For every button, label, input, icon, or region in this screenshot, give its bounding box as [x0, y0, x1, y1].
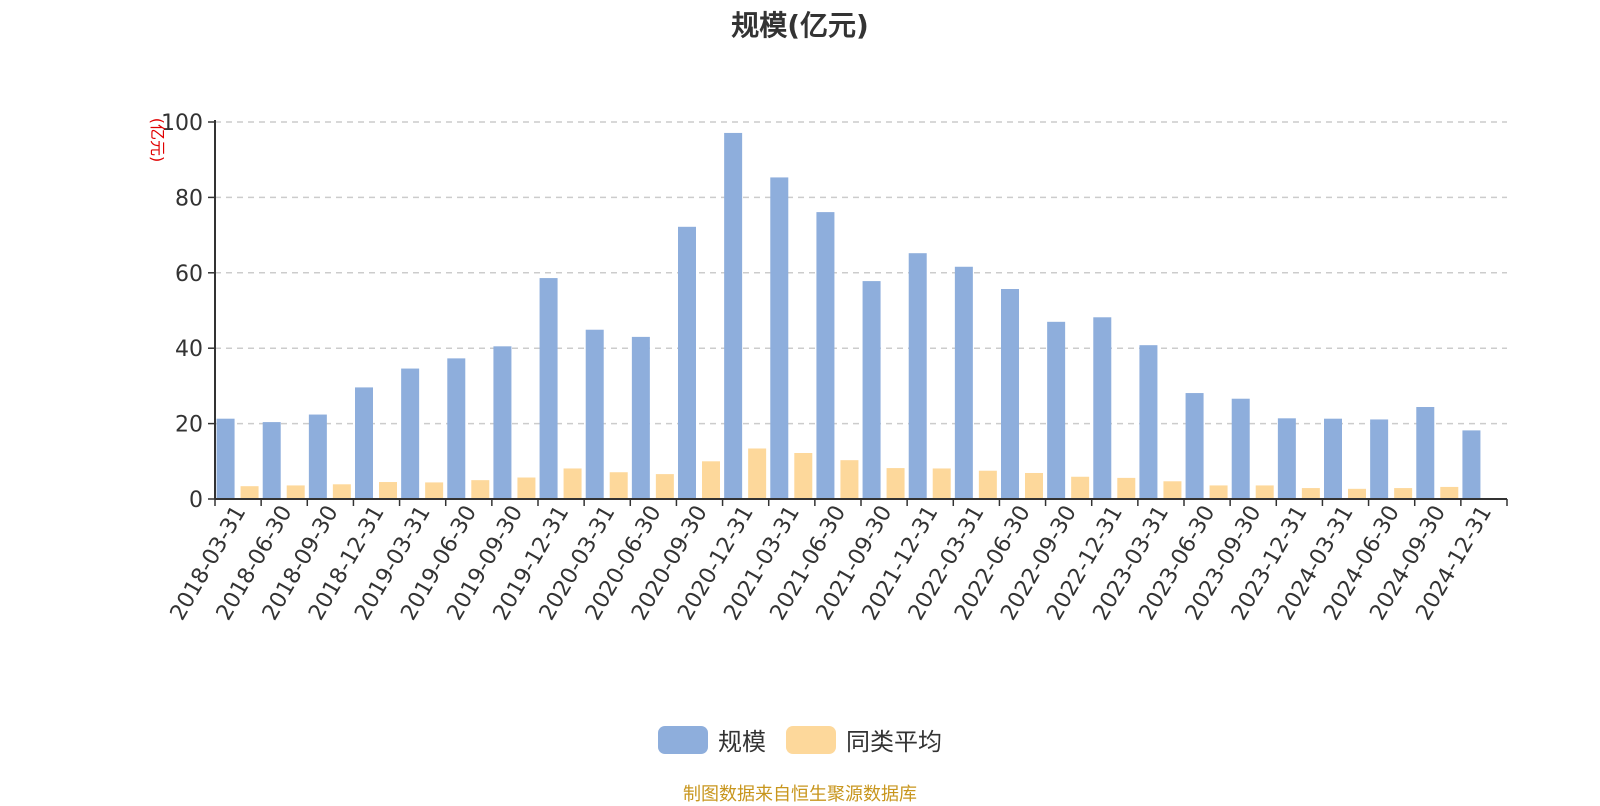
- bar-peer-average: [932, 468, 951, 499]
- bar-scale: [1462, 430, 1481, 499]
- bar-peer-average: [1348, 488, 1366, 499]
- bar-scale: [262, 422, 281, 499]
- bar-peer-average: [886, 468, 905, 499]
- bar-scale: [631, 336, 650, 499]
- bar-peer-average: [1440, 486, 1459, 499]
- bar-peer-average: [379, 482, 397, 499]
- bar-scale: [1231, 398, 1250, 499]
- legend-label: 规模: [718, 728, 766, 756]
- bar-peer-average: [702, 461, 720, 499]
- bar-scale: [1370, 419, 1389, 499]
- chart-title: 规模(亿元): [731, 9, 869, 42]
- bar-peer-average: [240, 486, 259, 499]
- y-tick-label: 80: [175, 186, 203, 211]
- bar-scale: [816, 212, 835, 499]
- bar-scale: [1324, 418, 1342, 499]
- y-tick-label: 60: [175, 262, 203, 287]
- bar-peer-average: [748, 448, 767, 499]
- bar-scale: [585, 329, 604, 499]
- bar-scale: [1277, 418, 1296, 499]
- bar-peer-average: [1301, 488, 1320, 499]
- bar-peer-average: [1025, 472, 1043, 499]
- bar-peer-average: [517, 477, 536, 499]
- bar-scale: [724, 132, 743, 500]
- bar-peer-average: [1163, 481, 1182, 499]
- bar-scale: [1416, 407, 1435, 499]
- bar-scale: [447, 358, 466, 499]
- bar-scale: [1185, 393, 1204, 499]
- bar-peer-average: [840, 460, 859, 499]
- bar-peer-average: [655, 474, 674, 499]
- bar-scale: [308, 414, 327, 499]
- y-tick-label: 40: [175, 337, 203, 362]
- bar-scale: [1093, 317, 1112, 499]
- bar-peer-average: [1071, 476, 1090, 499]
- bar-scale: [493, 346, 512, 499]
- bar-scale: [1139, 345, 1158, 499]
- bar-peer-average: [1209, 485, 1228, 499]
- bar-peer-average: [563, 468, 582, 499]
- y-tick-label: 20: [175, 413, 203, 438]
- bar-scale: [539, 278, 558, 499]
- bar-peer-average: [286, 485, 305, 499]
- bar-peer-average: [609, 472, 628, 499]
- bar-peer-average: [1394, 488, 1413, 499]
- bar-scale: [401, 368, 420, 499]
- bar-peer-average: [794, 453, 813, 499]
- bar-scale: [862, 281, 881, 499]
- bar-peer-average: [1117, 477, 1136, 499]
- bar-peer-average: [471, 480, 490, 499]
- bar-peer-average: [332, 484, 351, 499]
- bar-scale: [770, 177, 789, 499]
- legend: 规模 同类平均: [0, 722, 1600, 757]
- bar-scale: [355, 387, 373, 499]
- legend-swatch: [658, 725, 708, 754]
- legend-swatch: [786, 725, 836, 754]
- y-tick-label: 100: [161, 111, 203, 136]
- source-note: 制图数据来自恒生聚源数据库: [683, 784, 917, 805]
- y-tick-label: 0: [189, 488, 203, 513]
- bar-scale: [954, 266, 973, 499]
- bars: [216, 132, 1481, 500]
- legend-label: 同类平均: [846, 728, 942, 756]
- bar-scale: [1001, 289, 1019, 499]
- bar-peer-average: [425, 482, 444, 499]
- legend-item-scale[interactable]: 规模: [658, 722, 766, 757]
- bar-scale: [216, 418, 235, 499]
- bar-peer-average: [1255, 485, 1274, 499]
- bar-peer-average: [978, 470, 997, 499]
- bar-scale: [908, 253, 927, 499]
- bar-scale: [1047, 321, 1066, 499]
- legend-item-peer-average[interactable]: 同类平均: [786, 722, 942, 757]
- y-axis-unit-label: (亿元): [148, 118, 167, 163]
- bar-scale: [678, 226, 696, 499]
